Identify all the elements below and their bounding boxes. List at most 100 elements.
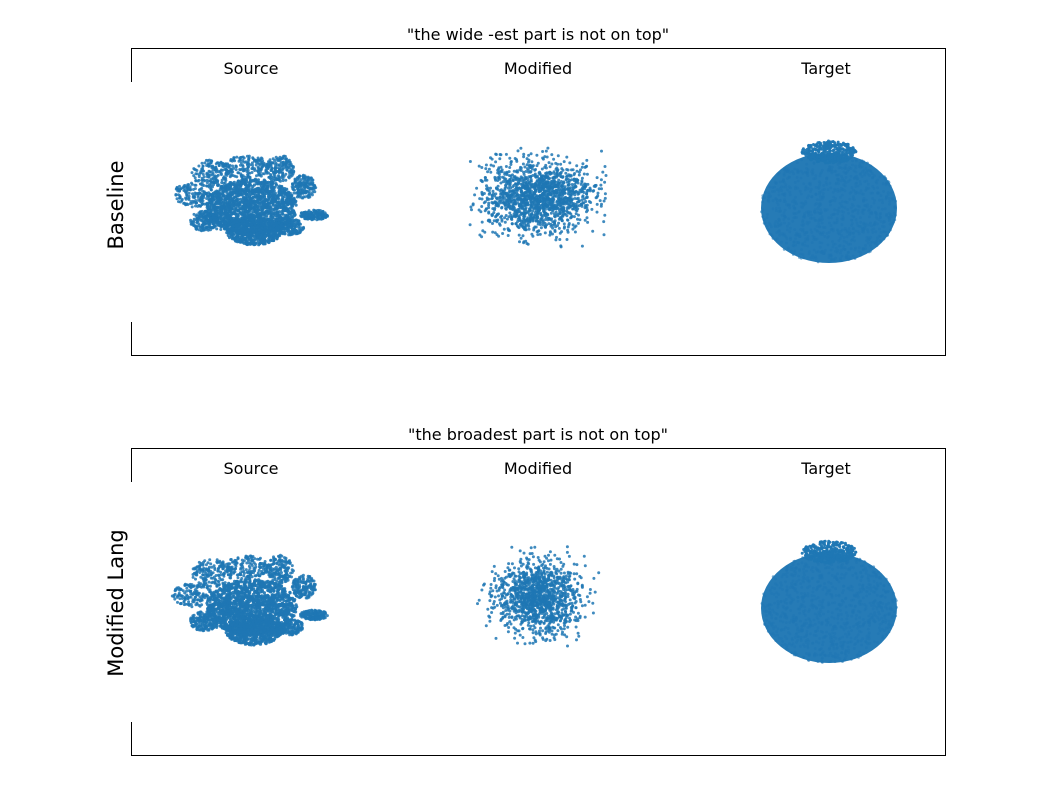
scatter-point [519,198,523,202]
scatter-point [500,206,504,210]
scatter-point [216,223,220,227]
scatter-point [566,183,570,187]
scatter-point [530,160,534,164]
scatter-point [544,163,548,167]
scatter-point [277,221,281,225]
scatter-point [547,181,551,184]
scatter-point [553,175,557,179]
scatter-point [257,162,261,166]
scatter-point [205,184,209,188]
scatter-point [217,193,221,197]
scatter-point [578,218,582,222]
scatter-point [284,198,288,202]
scatter-point [282,200,286,204]
scatter-point [229,159,233,163]
scatter-point [471,203,475,207]
scatter-point [287,218,291,222]
scatter-point [517,233,521,237]
scatter-point [219,173,223,177]
scatter-point [510,204,514,208]
scatter-point [480,205,484,208]
scatter-point [556,182,560,186]
scatter-point [545,155,549,159]
scatter-point [547,187,551,191]
scatter-point [577,192,581,195]
scatter-point [585,172,589,176]
scatter-point [250,234,254,238]
scatter-point [193,183,197,187]
scatter-point [239,181,243,185]
scatter-point [500,219,504,223]
scatter-point [583,165,587,169]
scatter-point [525,167,529,171]
scatter-point [297,224,301,228]
scatter-point [512,169,516,173]
scatter-point [504,207,508,211]
scatter-point [470,208,473,212]
scatter-point [540,167,544,171]
scatter-point [535,153,539,157]
scatter-point [494,196,498,200]
scatter-point [289,168,293,172]
scatter-point [487,167,491,171]
scatter-point [543,225,547,229]
scatter-point [266,217,271,221]
scatter-point [508,229,511,233]
scatter-point [292,198,296,202]
scatter-point [219,228,223,231]
scatter-point [245,242,249,246]
scatter-point [527,209,531,213]
scatter-point [215,218,219,222]
scatter-point [301,226,305,230]
scatter-point [236,183,240,188]
scatter-point [547,161,551,165]
scatter-point [277,214,281,218]
scatter-point [545,176,549,180]
scatter-point [223,220,227,223]
scatter-point [260,205,265,209]
scatter-point [549,211,553,215]
scatter-point [213,174,217,178]
scatter-point [566,225,570,229]
scatter-point [593,185,597,188]
scatter-point [562,222,566,226]
scatter-point [570,178,574,182]
scatter-point [288,173,292,177]
scatter-point [487,210,491,214]
scatter-point [586,220,590,224]
scatter-point [546,198,550,202]
scatter-point [557,226,561,230]
scatter-point [538,172,542,176]
scatter-point [858,180,862,183]
scatter-point [284,178,288,182]
scatter-point [305,189,309,193]
scatter-point [301,176,305,180]
scatter-point [512,201,516,205]
scatter-point [551,186,554,190]
scatter-point [274,155,278,159]
scatter-point [205,181,209,185]
scatter-point [297,177,301,180]
scatter-point [531,165,534,169]
scatter-point [279,229,283,232]
scatter-point [563,212,567,216]
scatter-point [254,163,258,167]
scatter-point [286,193,290,197]
scatter-point [543,189,547,193]
scatter-point [178,200,182,204]
scatter-point [526,177,530,181]
scatter-point [537,190,541,193]
scatter-point [560,194,564,198]
column-label-target: Target [800,59,851,78]
scatter-point [255,190,259,194]
scatter-point [513,198,517,202]
scatter-point [239,163,242,167]
scatter-point [225,173,229,177]
scatter-point [552,179,556,183]
scatter-point [239,193,243,197]
scatter-point [185,202,189,206]
scatter-point [209,188,213,192]
scatter-point [261,235,265,239]
scatter-point [495,212,499,216]
scatter-point [602,199,606,203]
